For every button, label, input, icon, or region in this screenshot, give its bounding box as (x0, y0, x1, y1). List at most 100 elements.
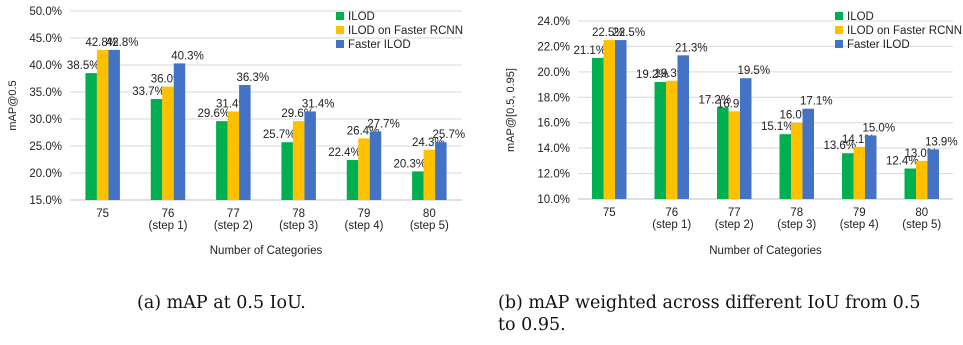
data-label: 25.7% (433, 129, 466, 141)
bar-ilod (779, 134, 791, 199)
x-tick-label: (step 2) (715, 219, 754, 231)
x-tick-label: (step 2) (214, 220, 253, 232)
legend-entry: Faster ILOD (847, 39, 910, 51)
y-tick-label: 22.0% (537, 41, 570, 53)
data-label: 33.7% (132, 86, 165, 98)
legend-swatch (835, 26, 843, 34)
bar-chart-b: 10.0% 12.0% 14.0% 16.0% 18.0% 20.0% 22.0% 24.0%… (505, 11, 962, 257)
data-label: 21.3% (675, 42, 708, 54)
x-tick-label: (step 1) (149, 220, 188, 232)
caption-b-line1: (b) mAP weighted across different IoU fr… (498, 293, 921, 313)
y-tick-label: 50.0% (29, 6, 62, 18)
data-label: 21.1% (573, 45, 606, 57)
data-label: 38.5% (67, 60, 100, 72)
bar-ilod (717, 107, 729, 199)
x-tick-label: 80 (915, 207, 928, 219)
bar-ilod-on-faster-rcnn (292, 121, 305, 200)
legend-swatch (336, 26, 344, 34)
legend-entry: Faster ILOD (348, 39, 411, 51)
bar-ilod (842, 153, 854, 199)
bar-ilod (85, 73, 97, 200)
data-label: 12.4% (886, 155, 919, 167)
bar-ilod (216, 121, 228, 200)
bar-faster-ilod (239, 84, 251, 200)
y-tick-label: 14.0% (537, 143, 570, 155)
bar-ilod-on-faster-rcnn (666, 80, 678, 199)
data-label: 15.1% (761, 121, 794, 133)
x-tick-label: 80 (423, 208, 436, 220)
data-label: 40.3% (171, 50, 204, 62)
y-tick-label: 30.0% (29, 114, 62, 126)
bar-ilod-on-faster-rcnn (916, 160, 928, 199)
y-tick-label: 24.0% (537, 16, 570, 28)
legend-swatch (336, 40, 344, 48)
y-tick-label: 20.0% (537, 67, 570, 79)
bar-faster-ilod (369, 131, 382, 200)
x-tick-label: (step 5) (410, 220, 449, 232)
y-tick-label: 20.0% (29, 168, 62, 180)
legend-entry: ILOD (348, 11, 375, 23)
y-tick-label: 25.0% (29, 141, 62, 153)
data-label: 19.2% (636, 69, 669, 81)
bar-ilod-on-faster-rcnn (227, 111, 240, 200)
chart-panel-b: 10.0% 12.0% 14.0% 16.0% 18.0% 20.0% 22.0% 24.0%… (490, 0, 963, 345)
x-tick-label: 78 (292, 208, 305, 220)
bar-ilod (412, 171, 424, 200)
bar-ilod-on-faster-rcnn (96, 49, 109, 200)
x-tick-label: (step 4) (840, 219, 879, 231)
x-tick-label: 76 (162, 208, 175, 220)
bar-ilod-on-faster-rcnn (162, 86, 174, 200)
y-tick-label: 40.0% (29, 60, 62, 72)
y-axis-label: mAP@[0.5, 0.95] (505, 68, 517, 152)
x-tick-label: 76 (665, 207, 678, 219)
x-tick-label: 75 (96, 208, 109, 220)
bar-faster-ilod (740, 78, 752, 199)
bar-chart-a: 15.0% 20.0% 25.0% 30.0% 35.0% 40.0% 45.0% 50.0%… (7, 6, 466, 257)
bar-ilod-on-faster-rcnn (728, 111, 740, 199)
data-label: 22.5% (612, 27, 645, 39)
x-tick-label: (step 3) (777, 219, 816, 231)
data-label: 17.2% (698, 94, 731, 106)
bar-faster-ilod (304, 111, 316, 200)
data-label: 36.3% (237, 72, 270, 84)
bar-faster-ilod (927, 149, 939, 199)
x-tick-label: 77 (728, 207, 741, 219)
bar-ilod-on-faster-rcnn (603, 40, 615, 200)
x-tick-label: (step 3) (279, 220, 318, 232)
bar-faster-ilod (802, 108, 814, 199)
bar-ilod (346, 160, 359, 200)
caption-b-line2: to 0.95. (498, 315, 566, 335)
data-label: 22.4% (328, 147, 361, 159)
bar-ilod (281, 142, 293, 200)
y-tick-label: 16.0% (537, 118, 570, 130)
y-tick-label: 15.0% (29, 195, 62, 207)
data-label: 15.0% (862, 122, 895, 134)
y-tick-label: 12.0% (537, 169, 570, 181)
x-tick-label: (step 5) (902, 219, 941, 231)
x-tick-label: 75 (603, 207, 616, 219)
x-tick-label: (step 1) (652, 219, 691, 231)
y-axis-label: mAP@0.5 (7, 80, 19, 130)
x-tick-label: 79 (358, 208, 371, 220)
chart-panel-a: 15.0% 20.0% 25.0% 30.0% 35.0% 40.0% 45.0% 50.0%… (7, 6, 466, 313)
data-label: 13.9% (925, 136, 958, 148)
x-tick-label: 78 (790, 207, 803, 219)
bar-ilod (654, 82, 666, 199)
y-tick-label: 18.0% (537, 92, 570, 104)
legend-swatch (336, 12, 344, 20)
bar-ilod-on-faster-rcnn (358, 138, 370, 200)
bar-faster-ilod (435, 142, 447, 200)
bar-ilod-on-faster-rcnn (853, 146, 865, 199)
x-axis-label: Number of Categories (709, 245, 822, 257)
bar-faster-ilod (865, 135, 877, 199)
bar-ilod (904, 168, 916, 199)
bar-ilod-on-faster-rcnn (423, 149, 436, 200)
x-tick-label: (step 4) (345, 220, 384, 232)
y-tick-label: 45.0% (29, 33, 62, 45)
legend-entry: ILOD on Faster RCNN (348, 25, 463, 37)
legend-entry: ILOD on Faster RCNN (847, 25, 962, 37)
bar-faster-ilod (108, 49, 120, 200)
legend-swatch (835, 12, 843, 20)
legend-swatch (835, 40, 843, 48)
data-label: 20.3% (394, 158, 427, 170)
